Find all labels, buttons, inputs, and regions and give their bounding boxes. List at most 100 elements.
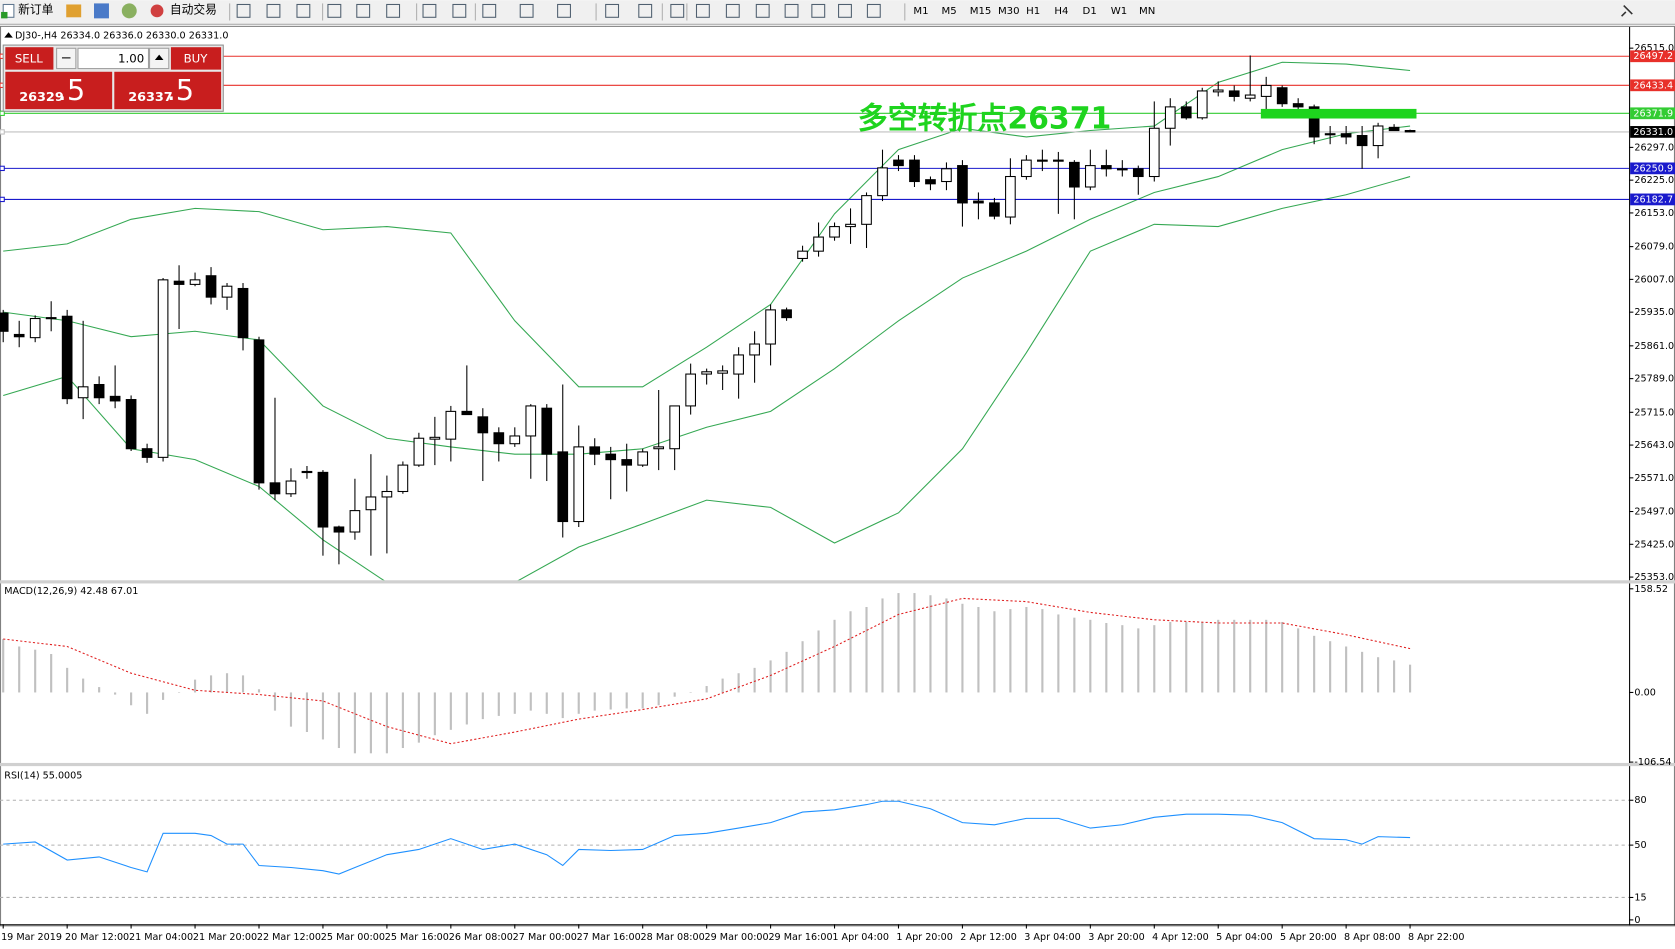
buy-price[interactable]: 26337 .5 <box>114 71 222 110</box>
macd-bar <box>369 692 372 754</box>
toolbar-icon[interactable] <box>452 3 467 18</box>
toolbar-icon[interactable] <box>557 3 571 18</box>
macd-bar <box>1329 641 1332 693</box>
macd-bar <box>1313 635 1316 693</box>
timeframe-button[interactable]: D1 <box>1083 6 1097 17</box>
toolbar-icon[interactable] <box>386 3 401 18</box>
x-tick-label: 19 Mar 2019 <box>1 932 62 943</box>
y-tick-label: 158.52 <box>1634 584 1668 595</box>
macd-bar <box>1153 625 1156 693</box>
icon[interactable] <box>121 3 137 19</box>
macd-bar <box>353 692 356 754</box>
macd-bar <box>657 692 660 706</box>
macd-bar <box>801 641 804 693</box>
x-tick-label: 5 Apr 20:00 <box>1280 932 1337 943</box>
candle-body <box>525 405 537 437</box>
macd-bar <box>513 692 516 714</box>
toolbar-icons <box>229 3 906 21</box>
price-level-label: 26433.4 <box>1633 80 1673 91</box>
new-order-button[interactable]: 新订单 <box>1 2 54 19</box>
icon[interactable] <box>94 3 109 19</box>
auto-trading-label: 自动交易 <box>170 2 217 16</box>
timeframe-button[interactable]: W1 <box>1111 6 1127 17</box>
y-tick-label: 0.00 <box>1634 687 1655 698</box>
toolbar-icon[interactable] <box>670 3 685 18</box>
candle-body <box>573 446 585 523</box>
candle-body <box>461 410 473 416</box>
x-tick-label: 3 Apr 20:00 <box>1088 932 1145 943</box>
candle-body <box>557 451 569 523</box>
toolbar-icon[interactable] <box>811 3 826 18</box>
timeframe-button[interactable]: H4 <box>1054 6 1068 17</box>
level-marker <box>0 165 5 172</box>
candle-body <box>429 436 441 440</box>
axes: 26515.0 26297.0 26225.0 26153.0 26079.0 26007… <box>1 43 1675 943</box>
price-level-label: 26331.0 <box>1633 127 1673 138</box>
candle-body <box>781 309 792 319</box>
timeframe-button[interactable]: M30 <box>998 6 1020 17</box>
auto-trading-button[interactable]: 自动交易 <box>150 2 217 18</box>
collapse-arrow[interactable] <box>4 32 13 38</box>
y-tick-label: 25861.0 <box>1634 341 1674 352</box>
y-tick-label: 26515.0 <box>1634 43 1674 54</box>
chart-title: DJ30-,H4 26334.0 26336.0 26330.0 26331.0 <box>15 30 228 41</box>
y-tick-label: 15 <box>1634 892 1646 903</box>
toolbar-icon[interactable] <box>482 3 497 18</box>
toolbar-icon[interactable] <box>725 3 740 18</box>
level-marker <box>0 196 5 203</box>
toolbar-icon[interactable] <box>605 3 620 18</box>
x-tick-label: 3 Apr 04:00 <box>1024 932 1081 943</box>
candle-body <box>365 496 377 511</box>
price-level-label: 26497.2 <box>1633 51 1673 62</box>
timeframe-button[interactable]: MN <box>1139 6 1155 17</box>
toolbar-icon[interactable] <box>296 3 311 18</box>
candle-body <box>333 526 345 533</box>
toolbar-icon[interactable] <box>838 3 852 18</box>
toolbar-icon[interactable] <box>356 3 371 18</box>
x-tick-label: 25 Mar 00:00 <box>321 932 385 943</box>
macd-bar <box>529 692 532 711</box>
candle-body <box>1037 159 1048 162</box>
toolbar-icon[interactable] <box>755 3 770 18</box>
x-tick-label: 22 Mar 12:00 <box>257 932 321 943</box>
sell-price[interactable]: 26329 .5 <box>5 71 113 110</box>
toolbar-icon[interactable] <box>422 3 437 18</box>
toolbar-icon[interactable] <box>266 3 281 18</box>
timeframe-button[interactable]: H1 <box>1026 6 1040 17</box>
candle-body <box>45 317 57 320</box>
buy-button[interactable]: BUY <box>170 47 222 70</box>
macd-bar <box>1041 609 1044 693</box>
timeframe-button[interactable]: M5 <box>942 6 957 17</box>
timeframe-button[interactable]: M1 <box>913 6 928 17</box>
macd-bar <box>913 593 916 693</box>
icon[interactable] <box>66 4 82 18</box>
toolbar-icon[interactable] <box>236 3 251 18</box>
level-marker <box>0 110 5 116</box>
sell-button[interactable]: SELL <box>5 47 54 70</box>
x-tick-label: 21 Mar 04:00 <box>129 932 193 943</box>
toolbar-icon[interactable] <box>519 3 534 18</box>
toolbar-icon[interactable] <box>866 3 881 18</box>
candle-body <box>1212 89 1224 93</box>
macd-bar <box>817 630 820 693</box>
macd-bar <box>2 639 5 693</box>
search-icon[interactable] <box>1621 4 1633 17</box>
macd-bar <box>1105 623 1108 693</box>
candle-body <box>1196 90 1208 119</box>
candle-body <box>589 446 601 455</box>
toolbar <box>0 0 1675 24</box>
toolbar-icon[interactable] <box>327 3 342 18</box>
y-tick-label: 25715.0 <box>1634 407 1674 418</box>
toolbar-icon[interactable] <box>695 3 710 18</box>
timeframe-button[interactable]: M15 <box>970 6 992 17</box>
toolbar-icon[interactable] <box>784 3 799 18</box>
candle-body <box>157 279 169 458</box>
price-level-label-bg <box>1630 79 1675 92</box>
bollinger-lower <box>3 176 1411 581</box>
toolbar-icon[interactable] <box>638 3 653 18</box>
macd-bar <box>1169 621 1172 693</box>
volume-input[interactable] <box>77 47 150 70</box>
y-tick-label: 50 <box>1634 840 1646 851</box>
x-tick-label: 5 Apr 04:00 <box>1216 932 1273 943</box>
volume-value: 1.00 <box>118 51 144 65</box>
